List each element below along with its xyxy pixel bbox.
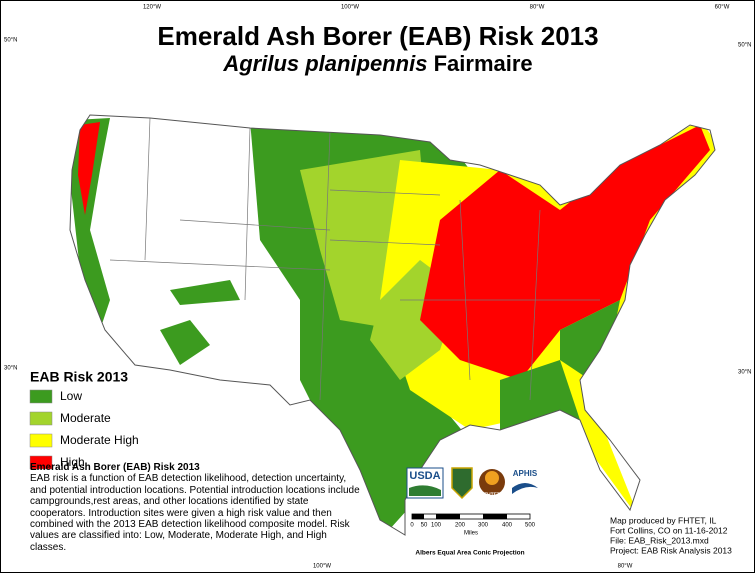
graticule-labels: 120°W 100°W 80°W 60°W 50°N 30°N 50°N 30°… (4, 5, 751, 570)
legend-swatch (29, 411, 53, 426)
credit-line: Fort Collins, CO on 11-16-2012 (610, 525, 728, 535)
credit-line: File: EAB_Risk_2013.mxd (610, 535, 709, 545)
legend-swatch (29, 455, 53, 470)
graticule-label: 80°W (530, 5, 545, 11)
scale-bar: 0 50 100 200 300 400 500 Miles (410, 513, 536, 537)
legend-label: Moderate High (60, 433, 139, 447)
scale-label: 0 (410, 523, 414, 529)
scale-label: 100 (431, 523, 442, 529)
logo-text: APHIS (513, 469, 538, 478)
legend: Low Moderate Moderate High High (29, 389, 139, 470)
graticule-label: 30°N (4, 366, 17, 372)
legend-swatch (29, 389, 53, 404)
scale-unit: Miles (464, 531, 478, 537)
us-outline (69, 114, 716, 536)
projection-note: Albers Equal Area Conic Projection (415, 550, 524, 557)
graticule-label: 50°N (4, 38, 17, 44)
graticule-label: 100°W (313, 564, 331, 570)
legend-title: EAB Risk 2013 (30, 369, 128, 385)
graticule-label: 60°W (715, 5, 730, 11)
credits: Map produced by FHTET, IL Fort Collins, … (610, 515, 732, 555)
map-title: Emerald Ash Borer (EAB) Risk 2013 (157, 21, 598, 51)
legend-label: Moderate (60, 411, 111, 425)
map-subtitle: Agrilus planipennis Fairmaire (222, 51, 532, 76)
graticule-label: 120°W (143, 5, 161, 11)
logo-text: FHTET (484, 492, 500, 498)
scale-label: 50 (421, 523, 428, 529)
scale-label: 400 (502, 523, 513, 529)
description-title: Emerald Ash Borer (EAB) Risk 2013 (30, 462, 200, 473)
scale-label: 300 (478, 523, 489, 529)
author-name: Fairmaire (434, 51, 533, 76)
graticule-label: 80°W (618, 564, 633, 570)
graticule-label: 50°N (738, 43, 751, 49)
logos: USDA FHTET APHIS (406, 467, 538, 500)
credit-line: Map produced by FHTET, IL (610, 515, 717, 525)
graticule-label: 30°N (738, 370, 751, 376)
credit-line: Project: EAB Risk Analysis 2013 (610, 545, 732, 555)
graticule-label: 100°W (341, 5, 359, 11)
species-name: Agrilus planipennis (222, 51, 427, 76)
scale-label: 200 (455, 523, 466, 529)
legend-label: High (60, 455, 85, 469)
legend-label: Low (60, 389, 82, 403)
description: Emerald Ash Borer (EAB) Risk 2013 EAB ri… (30, 462, 360, 553)
scale-label: 500 (525, 523, 536, 529)
logo-text: USDA (409, 470, 440, 482)
legend-swatch (29, 433, 53, 448)
description-body: EAB risk is a function of EAB detection … (30, 473, 360, 553)
